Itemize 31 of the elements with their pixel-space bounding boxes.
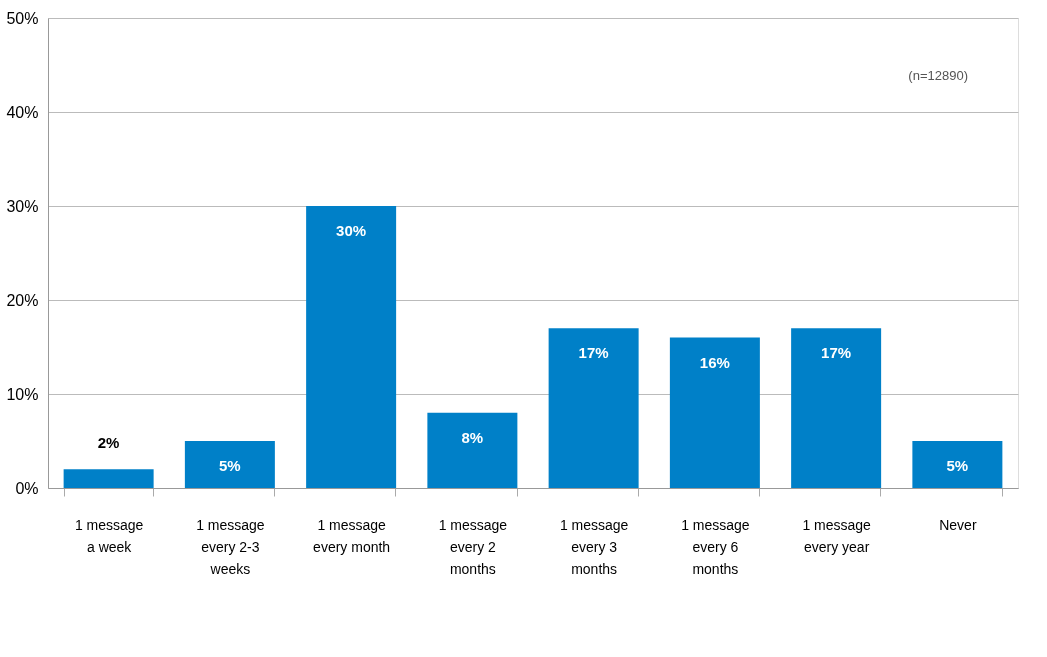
data-label: 8% (461, 428, 484, 446)
bar (63, 469, 154, 488)
y-tick-label: 20% (6, 291, 39, 309)
x-tick-label: 1 message a week (74, 516, 144, 555)
y-tick-label: 30% (6, 197, 39, 215)
bar (427, 412, 518, 488)
y-tick-label: 0% (15, 479, 39, 497)
x-tick-label: 1 message every year (802, 516, 872, 555)
data-label: 5% (219, 457, 241, 474)
annotation: (n=12890) (908, 68, 968, 83)
bar (791, 328, 882, 488)
data-label: 17% (578, 344, 609, 362)
x-tick-label: 1 message every 6 months (681, 516, 750, 577)
x-tick-label: 1 message every 2 months (438, 516, 508, 577)
bar (306, 206, 397, 488)
data-label: 5% (946, 457, 969, 474)
data-label: 30% (336, 222, 367, 239)
bar (669, 337, 760, 488)
bar (548, 328, 639, 488)
x-tick-label: 1 message every 3 months (559, 516, 629, 577)
data-label: 2% (97, 434, 120, 452)
y-tick-label: 50% (6, 9, 39, 27)
x-tick-label: 1 message every month (313, 516, 391, 555)
bar (184, 441, 275, 488)
bar (912, 441, 1003, 488)
y-tick-label: 40% (6, 103, 39, 121)
y-tick-label: 10% (6, 385, 39, 403)
data-label: 16% (699, 353, 730, 371)
x-tick-label: Never (939, 516, 977, 533)
x-tick-label: 1 message every 2-3 weeks (196, 516, 265, 577)
data-label: 17% (821, 344, 852, 362)
